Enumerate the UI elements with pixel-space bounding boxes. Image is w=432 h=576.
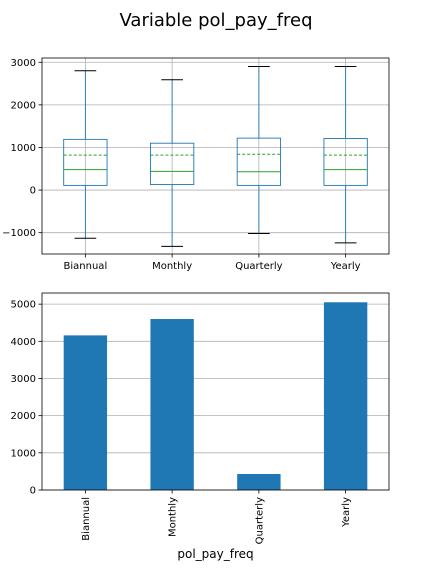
box-body-monthly bbox=[149, 142, 195, 185]
box-biannual bbox=[63, 70, 108, 239]
bar-quarterly bbox=[237, 474, 281, 490]
box-ytick-label-3: 2000 bbox=[11, 100, 36, 111]
box-body-quarterly bbox=[236, 137, 282, 186]
box-yearly bbox=[323, 66, 368, 244]
bar-ytick-label-3: 3000 bbox=[11, 374, 36, 385]
bar-xtick-label-monthly: Monthly bbox=[168, 497, 179, 537]
box-quarterly bbox=[236, 66, 282, 235]
bar-yearly bbox=[323, 302, 368, 490]
box-xtick-label-monthly: Monthly bbox=[152, 261, 192, 272]
box-plot-chart: −1000 0 1000 2000 3000 Biannual Monthly Quarter… bbox=[2, 57, 390, 272]
box-xtick-label-quarterly: Quarterly bbox=[235, 261, 282, 272]
bar-biannual bbox=[63, 335, 108, 490]
box-xtick-label-biannual: Biannual bbox=[64, 261, 108, 272]
bar-ytick-label-0: 0 bbox=[30, 486, 36, 497]
box-xtick-label-yearly: Yearly bbox=[330, 261, 361, 272]
box-ytick-label-0: −1000 bbox=[2, 228, 36, 239]
bar-chart-frame bbox=[41, 292, 390, 491]
box-plot-frame bbox=[41, 57, 390, 255]
bar-xtick-label-yearly: Yearly bbox=[341, 497, 352, 528]
bar-xtick-label-quarterly: Quarterly bbox=[254, 497, 265, 544]
bar-ytick-label-4: 4000 bbox=[11, 337, 36, 348]
box-ytick-label-1: 0 bbox=[30, 186, 36, 197]
bar-x-axis-label: pol_pay_freq bbox=[177, 547, 253, 561]
box-ytick-label-2: 1000 bbox=[11, 143, 36, 154]
box-ytick-label-4: 3000 bbox=[11, 58, 36, 69]
bar-monthly bbox=[150, 319, 194, 490]
bar-xtick-label-biannual: Biannual bbox=[81, 497, 92, 541]
bar-chart: 0 1000 2000 3000 4000 5000 Biannual Monthly Quar… bbox=[11, 292, 390, 561]
figure-title: Variable pol_pay_freq bbox=[120, 10, 313, 31]
box-body-biannual bbox=[63, 138, 108, 186]
box-monthly bbox=[149, 79, 195, 247]
bar-ytick-label-5: 5000 bbox=[11, 300, 36, 311]
bar-ytick-label-1: 1000 bbox=[11, 448, 36, 459]
box-body-yearly bbox=[323, 138, 368, 186]
bar-ytick-label-2: 2000 bbox=[11, 411, 36, 422]
